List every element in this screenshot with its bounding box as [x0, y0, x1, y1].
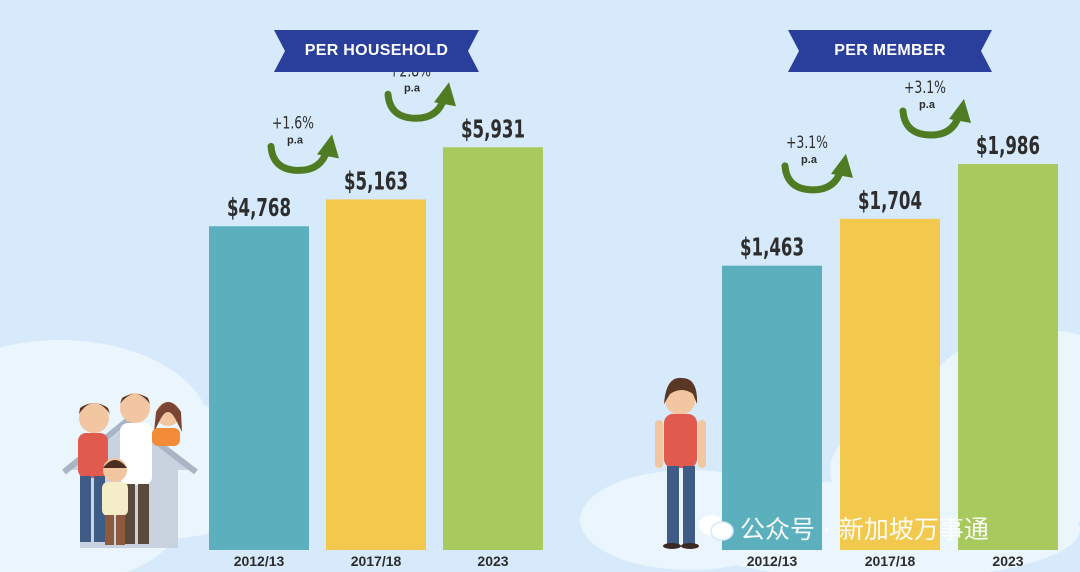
household-bar-chart: $4,768 2012/13 $5,163 2017/18 $5,931 2023 +1.6… [209, 61, 543, 569]
household-bar-2 [326, 199, 426, 551]
household-bar-1 [209, 226, 309, 550]
household-category-label-1: 2012/13 [234, 553, 285, 569]
member-bar-chart: $1,463 2012/13 $1,704 2017/18 $1,986 2023 +3.1… [722, 78, 1058, 569]
member-growth-unit-1: p.a [801, 154, 818, 166]
per-household-banner-label: PER HOUSEHOLD [304, 42, 449, 59]
per-household-banner: PER HOUSEHOLD [274, 30, 479, 72]
household-value-label-1: $4,768 [227, 193, 291, 222]
member-bar-1 [722, 265, 822, 550]
household-bar-3 [443, 147, 543, 550]
member-growth-rate-2: +3.1% [904, 78, 946, 98]
household-value-label-2: $5,163 [344, 166, 408, 195]
member-growth-arrow-2: +3.1%p.a [899, 78, 971, 139]
household-growth-unit-1: p.a [287, 134, 304, 146]
household-value-label-3: $5,931 [461, 114, 525, 143]
member-category-label-3: 2023 [992, 553, 1023, 569]
wechat-icon [699, 515, 734, 541]
member-bar-3 [958, 164, 1058, 551]
household-growth-rate-1: +1.6% [272, 113, 314, 133]
family-illustration [62, 393, 198, 548]
member-value-label-2: $1,704 [858, 186, 922, 215]
member-value-label-3: $1,986 [976, 131, 1040, 160]
household-growth-unit-2: p.a [404, 82, 421, 94]
per-member-banner: PER MEMBER [788, 30, 992, 72]
member-category-label-1: 2012/13 [747, 553, 798, 569]
member-bar-2 [840, 218, 940, 550]
member-value-label-1: $1,463 [740, 233, 804, 262]
household-category-label-3: 2023 [477, 553, 508, 569]
woman-illustration [655, 377, 706, 549]
watermark-text: 公众号 · 新加坡万事通 [740, 515, 989, 544]
household-growth-arrow-1: +1.6%p.a [267, 113, 339, 174]
household-category-label-2: 2017/18 [351, 553, 402, 569]
per-member-banner-label: PER MEMBER [834, 42, 946, 59]
member-category-label-2: 2017/18 [865, 553, 916, 569]
member-growth-unit-2: p.a [919, 99, 936, 111]
member-growth-rate-1: +3.1% [786, 133, 828, 153]
member-growth-arrow-1: +3.1%p.a [781, 133, 853, 194]
